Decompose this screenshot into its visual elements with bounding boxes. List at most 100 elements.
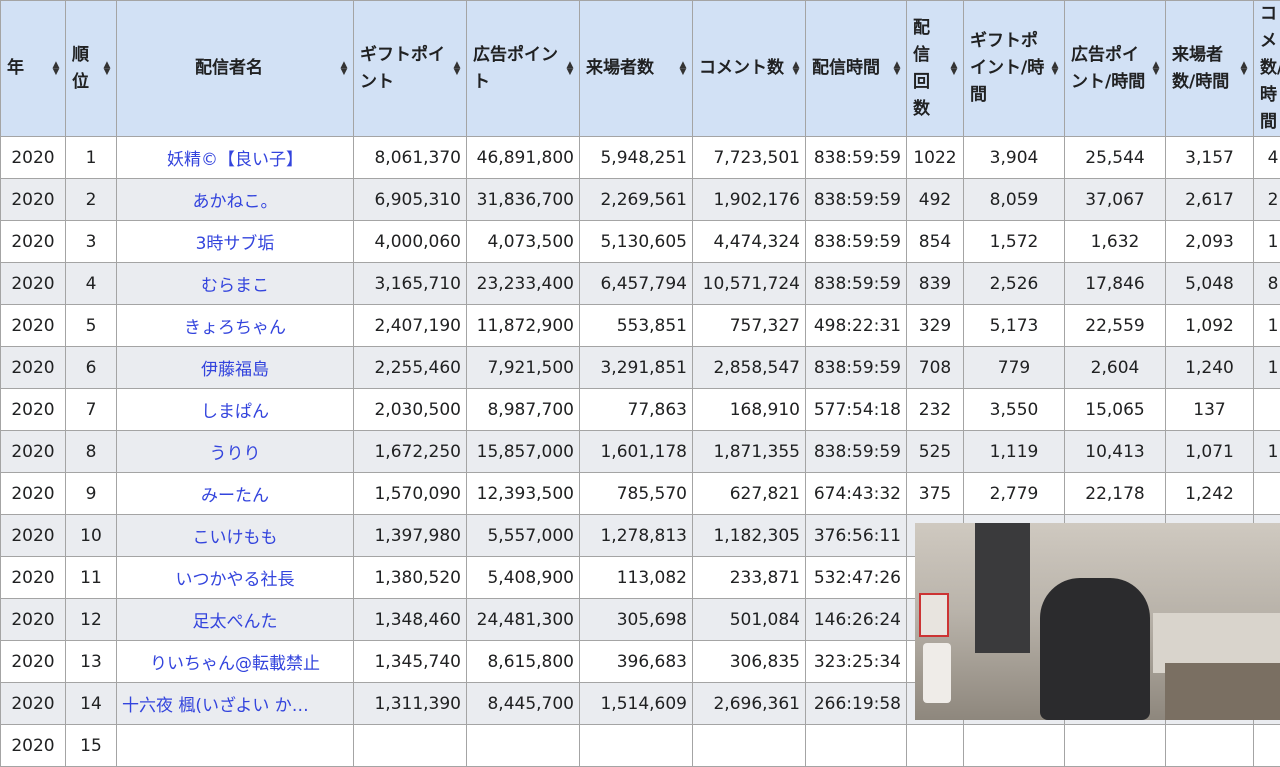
col-comments-per-hour-header[interactable]: コメ数/時間 [1254, 1, 1280, 137]
cell-stream-count: 375 [907, 473, 964, 515]
cell-streamer-name[interactable]: 足太ぺんた [117, 599, 354, 641]
cell-comments [693, 725, 806, 767]
cell-gift-points: 2,255,460 [354, 347, 467, 389]
cell-ad-per-hour: 10,413 [1065, 431, 1166, 473]
cell-visitors: 553,851 [580, 305, 693, 347]
cell-ad-per-hour: 22,178 [1065, 473, 1166, 515]
cell-ad-per-hour [1065, 725, 1166, 767]
cell-stream-time: 323:25:34 [806, 641, 907, 683]
cell-streamer-name[interactable]: うりり [117, 431, 354, 473]
cell-rank: 11 [66, 557, 117, 599]
col-visitors-per-hour-header[interactable]: 来場者数/時間▲▼ [1166, 1, 1254, 137]
cell-ad-per-hour: 17,846 [1065, 263, 1166, 305]
cell-ad-points: 4,073,500 [467, 221, 580, 263]
col-comments-label: コメント数 [699, 55, 801, 82]
cell-gift-per-hour: 5,173 [964, 305, 1065, 347]
col-stream-time-header[interactable]: 配信時間▲▼ [806, 1, 907, 137]
cell-ad-points: 8,445,700 [467, 683, 580, 725]
col-streamer-header[interactable]: 配信者名▲▼ [117, 1, 354, 137]
cell-visitors: 396,683 [580, 641, 693, 683]
cell-streamer-name[interactable]: 伊藤福島 [117, 347, 354, 389]
cell-stream-count: 854 [907, 221, 964, 263]
sort-icon: ▲▼ [102, 62, 112, 76]
cell-comments: 7,723,501 [693, 137, 806, 179]
col-ad-points-header[interactable]: 広告ポイント▲▼ [467, 1, 580, 137]
col-rank-header[interactable]: 順位▲▼ [66, 1, 117, 137]
cell-visitors: 2,269,561 [580, 179, 693, 221]
cell-stream-count: 525 [907, 431, 964, 473]
cell-visitors-per-hour: 5,048 [1166, 263, 1254, 305]
cell-stream-count: 839 [907, 263, 964, 305]
col-gift-per-hour-header[interactable]: ギフトポイント/時間▲▼ [964, 1, 1065, 137]
cell-stream-time: 838:59:59 [806, 347, 907, 389]
col-ad-per-hour-label: 広告ポイント/時間 [1071, 42, 1161, 96]
col-visitors-label: 来場者数 [586, 55, 688, 82]
cell-gift-points: 1,672,250 [354, 431, 467, 473]
cell-visitors: 113,082 [580, 557, 693, 599]
cell-streamer-name[interactable]: 3時サブ垢 [117, 221, 354, 263]
cell-ad-points: 8,615,800 [467, 641, 580, 683]
col-year-header[interactable]: 年▲▼ [1, 1, 66, 137]
cell-gift-per-hour: 2,779 [964, 473, 1065, 515]
cell-year: 2020 [1, 515, 66, 557]
cell-gift-points [354, 725, 467, 767]
cell-streamer-name[interactable]: きょろちゃん [117, 305, 354, 347]
cell-ad-points: 8,987,700 [467, 389, 580, 431]
cell-stream-time: 376:56:11 [806, 515, 907, 557]
sort-icon: ▲▼ [1151, 62, 1161, 76]
col-visitors-header[interactable]: 来場者数▲▼ [580, 1, 693, 137]
cell-year: 2020 [1, 389, 66, 431]
cell-visitors-per-hour: 1,092 [1166, 305, 1254, 347]
cell-comments: 2,858,547 [693, 347, 806, 389]
col-stream-count-header[interactable]: 配信回数▲▼ [907, 1, 964, 137]
cell-stream-time: 674:43:32 [806, 473, 907, 515]
cell-year: 2020 [1, 137, 66, 179]
col-ad-per-hour-header[interactable]: 広告ポイント/時間▲▼ [1065, 1, 1166, 137]
cell-streamer-name[interactable]: 十六夜 楓(いざよい か… [117, 683, 354, 725]
cell-streamer-name[interactable]: りいちゃん@転載禁止 [117, 641, 354, 683]
cell-gift-points: 1,397,980 [354, 515, 467, 557]
cell-ad-per-hour: 2,604 [1065, 347, 1166, 389]
cell-stream-time: 266:19:58 [806, 683, 907, 725]
cell-visitors: 5,130,605 [580, 221, 693, 263]
cell-rank: 2 [66, 179, 117, 221]
cell-comments-per-hour: 4 [1254, 137, 1280, 179]
cell-streamer-name[interactable]: こいけもも [117, 515, 354, 557]
cell-stream-time [806, 725, 907, 767]
cell-visitors: 1,514,609 [580, 683, 693, 725]
col-gift-points-header[interactable]: ギフトポイント▲▼ [354, 1, 467, 137]
cell-gift-points: 8,061,370 [354, 137, 467, 179]
cell-streamer-name[interactable]: あかねこ。 [117, 179, 354, 221]
sort-icon: ▲▼ [565, 62, 575, 76]
cell-gift-points: 1,345,740 [354, 641, 467, 683]
cell-streamer-name[interactable]: 妖精©【良い子】 [117, 137, 354, 179]
cell-comments-per-hour: 8 [1254, 263, 1280, 305]
cell-streamer-name[interactable]: むらまこ [117, 263, 354, 305]
cell-year: 2020 [1, 305, 66, 347]
cell-year: 2020 [1, 179, 66, 221]
cell-ad-points: 46,891,800 [467, 137, 580, 179]
cell-visitors: 5,948,251 [580, 137, 693, 179]
cell-gift-points: 4,000,060 [354, 221, 467, 263]
cell-streamer-name[interactable] [117, 725, 354, 767]
cell-streamer-name[interactable]: いつかやる社長 [117, 557, 354, 599]
cell-comments-per-hour [1254, 725, 1280, 767]
col-comments-header[interactable]: コメント数▲▼ [693, 1, 806, 137]
cell-comments: 1,871,355 [693, 431, 806, 473]
cell-visitors-per-hour: 1,240 [1166, 347, 1254, 389]
cell-visitors-per-hour: 3,157 [1166, 137, 1254, 179]
cell-rank: 8 [66, 431, 117, 473]
cell-year: 2020 [1, 473, 66, 515]
cell-streamer-name[interactable]: しまぱん [117, 389, 354, 431]
cell-ad-points [467, 725, 580, 767]
sort-icon: ▲▼ [1050, 62, 1060, 76]
cell-visitors: 1,601,178 [580, 431, 693, 473]
sort-icon: ▲▼ [339, 62, 349, 76]
cell-stream-count: 329 [907, 305, 964, 347]
cell-visitors: 77,863 [580, 389, 693, 431]
cell-year: 2020 [1, 263, 66, 305]
cell-streamer-name[interactable]: みーたん [117, 473, 354, 515]
